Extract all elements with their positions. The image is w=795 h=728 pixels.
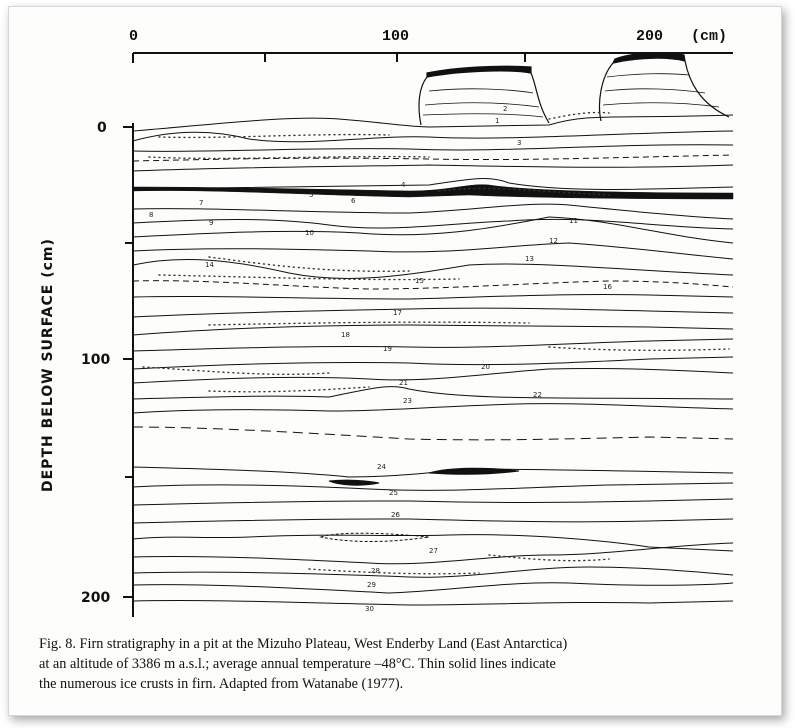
layer-label-1: 1: [495, 117, 499, 125]
caption-line-3: the numerous ice crusts in firn. Adapted…: [39, 676, 404, 692]
layer-label-20: 20: [481, 363, 490, 371]
layer-label-10: 10: [305, 229, 314, 237]
layer-label-21: 21: [399, 379, 408, 387]
depth-axis: [123, 123, 134, 617]
scale-tick-100: 100: [382, 28, 409, 45]
stipple-bands: [142, 111, 730, 575]
layer-label-6: 6: [351, 197, 356, 205]
layer-label-2: 2: [503, 105, 507, 113]
layer-label-9: 9: [209, 219, 213, 227]
layer-label-25: 25: [389, 489, 398, 497]
layer-labels: 1 2 3 4 5 6 7 8 9 10 11 12 13 14 15 16 1…: [149, 105, 612, 613]
stratigraphy-layers: [132, 114, 734, 606]
layer-label-3: 3: [517, 139, 521, 147]
scale-tick-0: 0: [129, 28, 138, 45]
layer-label-15: 15: [415, 277, 424, 285]
layer-label-5: 5: [309, 191, 313, 199]
surface-sastrugi: [418, 52, 730, 126]
layer-label-7: 7: [199, 199, 203, 207]
figure-card: 0 100 200 (cm) 0 100 200 DEPTH BELOW SUR…: [8, 6, 782, 716]
layer-label-13: 13: [525, 255, 534, 263]
layer-label-12: 12: [549, 237, 558, 245]
layer-label-30: 30: [365, 605, 374, 613]
scale-unit: (cm): [691, 28, 727, 45]
caption-line-2: at an altitude of 3386 m a.s.l.; average…: [39, 656, 556, 672]
layer-label-11: 11: [569, 217, 578, 225]
layer-label-27: 27: [429, 547, 438, 555]
layer-label-22: 22: [533, 391, 542, 399]
depth-tick-0: 0: [97, 120, 107, 136]
depth-tick-100: 100: [81, 352, 110, 368]
layer-label-29: 29: [367, 581, 376, 589]
layer-label-26: 26: [391, 511, 400, 519]
firn-stratigraphy-figure: 0 100 200 (cm) 0 100 200 DEPTH BELOW SUR…: [40, 28, 734, 617]
depth-tick-200: 200: [81, 590, 110, 606]
layer-label-28: 28: [371, 567, 380, 575]
layer-label-24: 24: [377, 463, 386, 471]
figure-caption: Fig. 8. Firn stratigraphy in a pit at th…: [39, 634, 754, 694]
layer-label-14: 14: [205, 261, 214, 269]
scale-tick-200: 200: [636, 28, 663, 45]
layer-label-4: 4: [401, 181, 406, 189]
layer-label-18: 18: [341, 331, 350, 339]
depth-axis-title: DEPTH BELOW SURFACE (cm): [40, 238, 56, 492]
caption-line-1: Fig. 8. Firn stratigraphy in a pit at th…: [39, 636, 568, 652]
layer-label-23: 23: [403, 397, 412, 405]
layer-label-8: 8: [149, 211, 153, 219]
layer-label-17: 17: [393, 309, 402, 317]
layer-label-19: 19: [383, 345, 392, 353]
layer-label-16: 16: [603, 283, 612, 291]
